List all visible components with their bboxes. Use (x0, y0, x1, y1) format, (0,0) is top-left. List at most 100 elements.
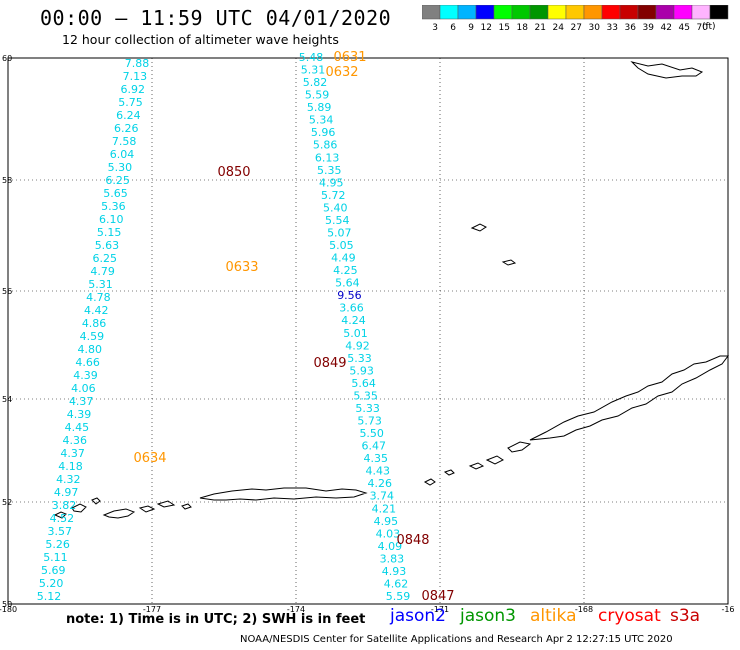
swh-value-track-b: 4.43 (366, 465, 391, 478)
legend-jason2: jason2 (390, 606, 446, 626)
colorbar-label: 9 (468, 23, 474, 33)
lon-tick-label: -171 (431, 605, 449, 614)
alaska-peninsula (529, 355, 729, 441)
swh-value-track-a: 5.20 (39, 577, 64, 590)
swh-value-track-a: 6.92 (120, 83, 145, 96)
swh-value-track-a: 4.80 (78, 343, 103, 356)
swh-value-track-a: 4.36 (63, 434, 88, 447)
lon-tick-label: -177 (143, 605, 161, 614)
swh-value-track-b: 5.05 (329, 239, 354, 252)
swh-value-track-b: 5.34 (309, 114, 334, 127)
swh-value-track-b: 4.26 (368, 477, 393, 490)
swh-value-track-a: 3.57 (47, 525, 72, 538)
swh-value-track-b: 9.56 (337, 289, 362, 302)
swh-value-track-a: 6.25 (93, 252, 118, 265)
swh-value-track-b: 5.40 (323, 201, 348, 214)
colorbar-label: 15 (499, 23, 510, 33)
colorbar-label: 18 (517, 23, 529, 33)
swh-value-track-a: 4.32 (56, 473, 81, 486)
swh-value-track-a: 6.25 (105, 174, 130, 187)
swh-value-track-b: 6.47 (361, 440, 386, 453)
swh-value-track-a: 7.13 (123, 70, 148, 83)
lat-tick-label: 56 (2, 287, 12, 296)
swh-value-track-b: 5.33 (355, 402, 380, 415)
pass-time-label: 0632 (325, 65, 358, 80)
swh-value-track-a: 5.75 (118, 96, 143, 109)
swh-value-track-a: 4.37 (69, 395, 94, 408)
legend-jason3: jason3 (460, 606, 516, 626)
swh-value-track-a: 4.37 (60, 447, 85, 460)
swh-value-track-a: 4.52 (50, 512, 75, 525)
legend-s3a: s3a (670, 606, 701, 626)
aleutian-chain-central (199, 487, 368, 501)
pass-time-label: 0847 (421, 589, 454, 604)
colorbar-label: 30 (589, 23, 601, 33)
swh-value-track-b: 5.59 (305, 89, 330, 102)
legend-altika: altika (530, 606, 577, 626)
colorbar-label: 45 (679, 23, 690, 33)
swh-value-track-a: 5.15 (97, 226, 122, 239)
swh-value-track-a: 4.86 (82, 317, 107, 330)
lat-tick-label: 50 (2, 600, 12, 609)
swh-value-track-b: 4.21 (372, 502, 397, 515)
swh-value-track-b: 3.74 (370, 490, 395, 503)
colorbar-label: 6 (450, 23, 456, 33)
colorbar-label: 36 (625, 23, 637, 33)
swh-value-track-a: 4.39 (67, 408, 92, 421)
swh-value-track-a: 4.97 (54, 486, 79, 499)
swh-value-track-a: 6.26 (114, 122, 139, 135)
legend-cryosat: cryosat (598, 606, 661, 626)
swh-value-track-a: 4.18 (58, 460, 83, 473)
mainland-north (630, 61, 704, 79)
map-title: 00:00 – 11:59 UTC 04/01/2020 (40, 6, 392, 30)
swh-value-track-a: 3.82 (52, 499, 77, 512)
pribilof-islands (470, 223, 517, 266)
swh-value-track-b: 5.48 (299, 51, 324, 64)
swh-value-track-b: 5.35 (353, 389, 378, 402)
swh-value-track-a: 4.39 (73, 369, 98, 382)
swh-value-track-a: 4.79 (90, 265, 115, 278)
swh-value-track-b: 4.35 (363, 452, 388, 465)
lon-tick-label: -180 (0, 605, 17, 614)
swh-value-track-b: 4.49 (331, 252, 356, 265)
colorbar-label: 12 (481, 23, 492, 33)
swh-value-track-a: 5.30 (108, 161, 133, 174)
colorbar-label: 27 (571, 23, 582, 33)
swh-value-track-b: 5.96 (311, 126, 336, 139)
colorbar-unit: (ft) (702, 22, 716, 32)
swh-value-track-b: 5.50 (359, 427, 384, 440)
axis-labels: -180 -177 -174 -171 -168 -16 60 58 56 54 52 50 (0, 54, 735, 614)
swh-value-track-b: 3.66 (339, 302, 364, 315)
swh-value-track-b: 5.72 (321, 189, 346, 202)
swh-value-track-a: 5.69 (41, 564, 66, 577)
map-subtitle: 12 hour collection of altimeter wave hei… (62, 32, 339, 47)
swh-value-track-a: 5.11 (43, 551, 68, 564)
colorbar-label: 42 (661, 23, 672, 33)
pass-time-label: 0634 (133, 451, 166, 466)
wave-height-colorbar: 3 6 9 12 15 18 21 24 27 30 33 36 39 42 45 70 (422, 5, 729, 33)
swh-value-track-a: 4.78 (86, 291, 111, 304)
swh-value-track-b: 5.89 (307, 101, 332, 114)
swh-value-track-b: 4.62 (384, 577, 409, 590)
swh-value-track-b: 3.83 (380, 552, 405, 565)
swh-value-track-a: 6.24 (116, 109, 141, 122)
credit-line: NOAA/NESDIS Center for Satellite Applica… (240, 634, 673, 645)
colorbar-label: 70 (697, 23, 709, 33)
swh-value-track-a: 4.66 (75, 356, 100, 369)
swh-value-track-b: 5.07 (327, 226, 352, 239)
colorbar-label: 24 (553, 23, 565, 33)
swh-value-track-a: 7.58 (112, 135, 137, 148)
swh-value-track-a: 5.65 (103, 187, 128, 200)
coastline (53, 61, 729, 519)
swh-value-track-b: 5.33 (347, 352, 372, 365)
lat-tick-label: 52 (2, 498, 12, 507)
swh-value-track-a: 5.36 (101, 200, 126, 213)
pass-time-label: 0849 (313, 356, 346, 371)
swh-value-track-b: 5.35 (317, 164, 342, 177)
altimeter-track-a: 7.887.136.925.756.246.267.586.045.306.25… (37, 57, 150, 603)
pass-time-label: 0631 (333, 50, 366, 65)
swh-value-track-b: 5.93 (349, 364, 374, 377)
swh-value-track-b: 5.31 (301, 64, 326, 77)
